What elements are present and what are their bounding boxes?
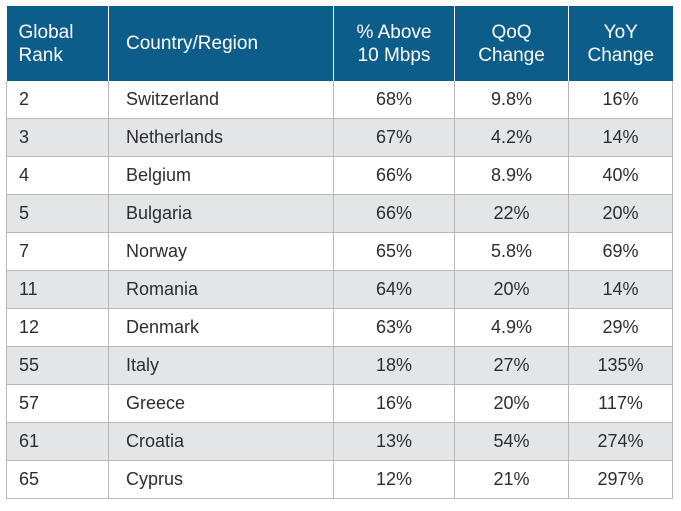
cell-yoy-change: 135% (568, 346, 673, 385)
cell-qoq-change: 20% (454, 270, 569, 309)
cell-qoq-change: 21% (454, 460, 569, 499)
cell-pct-above: 16% (333, 384, 455, 423)
table-row: 65 Cyprus 12% 21% 297% (6, 460, 673, 499)
cell-pct-above: 66% (333, 156, 455, 195)
cell-global-rank: 61 (6, 422, 109, 461)
cell-qoq-change: 54% (454, 422, 569, 461)
cell-country-region: Bulgaria (108, 194, 334, 233)
cell-global-rank: 11 (6, 270, 109, 309)
cell-qoq-change: 4.9% (454, 308, 569, 347)
header-global-rank: Global Rank (6, 6, 109, 81)
cell-global-rank: 3 (6, 118, 109, 157)
cell-yoy-change: 29% (568, 308, 673, 347)
cell-qoq-change: 20% (454, 384, 569, 423)
table-row: 4 Belgium 66% 8.9% 40% (6, 156, 673, 195)
cell-global-rank: 55 (6, 346, 109, 385)
table-row: 11 Romania 64% 20% 14% (6, 270, 673, 309)
cell-qoq-change: 4.2% (454, 118, 569, 157)
cell-pct-above: 18% (333, 346, 455, 385)
cell-pct-above: 63% (333, 308, 455, 347)
cell-global-rank: 5 (6, 194, 109, 233)
cell-pct-above: 64% (333, 270, 455, 309)
cell-yoy-change: 69% (568, 232, 673, 271)
table-row: 55 Italy 18% 27% 135% (6, 346, 673, 385)
cell-global-rank: 2 (6, 81, 109, 119)
cell-country-region: Romania (108, 270, 334, 309)
cell-yoy-change: 14% (568, 118, 673, 157)
cell-pct-above: 67% (333, 118, 455, 157)
cell-yoy-change: 117% (568, 384, 673, 423)
cell-country-region: Italy (108, 346, 334, 385)
cell-yoy-change: 20% (568, 194, 673, 233)
cell-country-region: Denmark (108, 308, 334, 347)
cell-pct-above: 68% (333, 81, 455, 119)
table-container: Global Rank Country/Region % Above 10 Mbps… (6, 6, 673, 499)
cell-qoq-change: 9.8% (454, 81, 569, 119)
table-row: 2 Switzerland 68% 9.8% 16% (6, 81, 673, 119)
cell-global-rank: 12 (6, 308, 109, 347)
cell-pct-above: 66% (333, 194, 455, 233)
cell-country-region: Croatia (108, 422, 334, 461)
header-yoy-change: YoY Change (568, 6, 673, 81)
cell-country-region: Switzerland (108, 81, 334, 119)
table-row: 3 Netherlands 67% 4.2% 14% (6, 118, 673, 157)
header-qoq-change: QoQ Change (454, 6, 569, 81)
data-table: Global Rank Country/Region % Above 10 Mbps… (6, 6, 673, 499)
cell-global-rank: 57 (6, 384, 109, 423)
table-row: 5 Bulgaria 66% 22% 20% (6, 194, 673, 233)
header-row: Global Rank Country/Region % Above 10 Mbps… (6, 6, 673, 81)
cell-yoy-change: 16% (568, 81, 673, 119)
cell-qoq-change: 27% (454, 346, 569, 385)
cell-qoq-change: 8.9% (454, 156, 569, 195)
cell-country-region: Norway (108, 232, 334, 271)
table-row: 7 Norway 65% 5.8% 69% (6, 232, 673, 271)
cell-pct-above: 13% (333, 422, 455, 461)
cell-yoy-change: 274% (568, 422, 673, 461)
cell-country-region: Greece (108, 384, 334, 423)
cell-yoy-change: 297% (568, 460, 673, 499)
cell-pct-above: 65% (333, 232, 455, 271)
cell-pct-above: 12% (333, 460, 455, 499)
header-pct-above: % Above 10 Mbps (333, 6, 455, 81)
cell-qoq-change: 22% (454, 194, 569, 233)
cell-global-rank: 65 (6, 460, 109, 499)
cell-country-region: Cyprus (108, 460, 334, 499)
table-row: 61 Croatia 13% 54% 274% (6, 422, 673, 461)
cell-qoq-change: 5.8% (454, 232, 569, 271)
header-country-region: Country/Region (108, 6, 334, 81)
cell-global-rank: 7 (6, 232, 109, 271)
cell-yoy-change: 14% (568, 270, 673, 309)
cell-country-region: Netherlands (108, 118, 334, 157)
cell-yoy-change: 40% (568, 156, 673, 195)
cell-country-region: Belgium (108, 156, 334, 195)
table-row: 57 Greece 16% 20% 117% (6, 384, 673, 423)
cell-global-rank: 4 (6, 156, 109, 195)
table-row: 12 Denmark 63% 4.9% 29% (6, 308, 673, 347)
